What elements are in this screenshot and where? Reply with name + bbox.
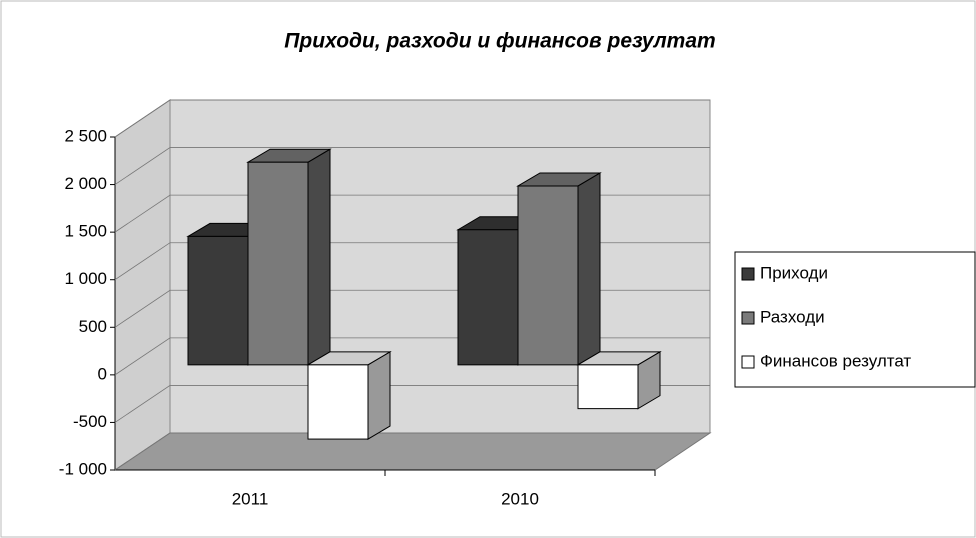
side-wall — [114, 99, 171, 471]
y-tick-label: 500 — [79, 317, 107, 336]
y-tick-label: 2 000 — [64, 174, 107, 193]
legend-label: Разходи — [760, 307, 825, 326]
bar-front — [517, 185, 579, 366]
x-tick-label: 2011 — [232, 489, 269, 508]
legend-swatch — [741, 311, 755, 325]
grid-line — [114, 385, 710, 423]
bar-front — [307, 364, 369, 440]
bar-side — [577, 172, 601, 366]
bar — [576, 350, 662, 410]
y-tick-label: 1 000 — [64, 269, 107, 288]
bar-front — [577, 364, 639, 410]
y-tick-label: 1 500 — [64, 222, 107, 241]
bar-side — [307, 148, 331, 366]
bar-front — [247, 161, 309, 366]
grid-line — [114, 99, 710, 138]
bar-front — [187, 235, 249, 366]
grid-line — [114, 432, 710, 471]
y-tick-label: 2 500 — [64, 126, 107, 145]
chart-title: Приходи, разходи и финансов резултат — [284, 30, 715, 53]
legend-label: Приходи — [760, 263, 828, 282]
floor — [113, 432, 712, 471]
y-tick-label: 0 — [98, 364, 107, 383]
bar — [516, 172, 602, 366]
x-tick-label: 2010 — [501, 489, 539, 508]
y-tick-label: -500 — [73, 412, 107, 431]
legend-box — [734, 251, 976, 388]
bar-front — [457, 229, 519, 366]
legend-swatch — [741, 267, 755, 281]
bar — [246, 148, 332, 366]
y-tick-label: -1 000 — [59, 459, 107, 478]
legend-swatch — [741, 355, 755, 369]
bar-side — [367, 350, 391, 440]
bar — [306, 350, 392, 440]
legend-label: Финансов резултат — [760, 351, 911, 370]
grid-line — [114, 147, 710, 185]
